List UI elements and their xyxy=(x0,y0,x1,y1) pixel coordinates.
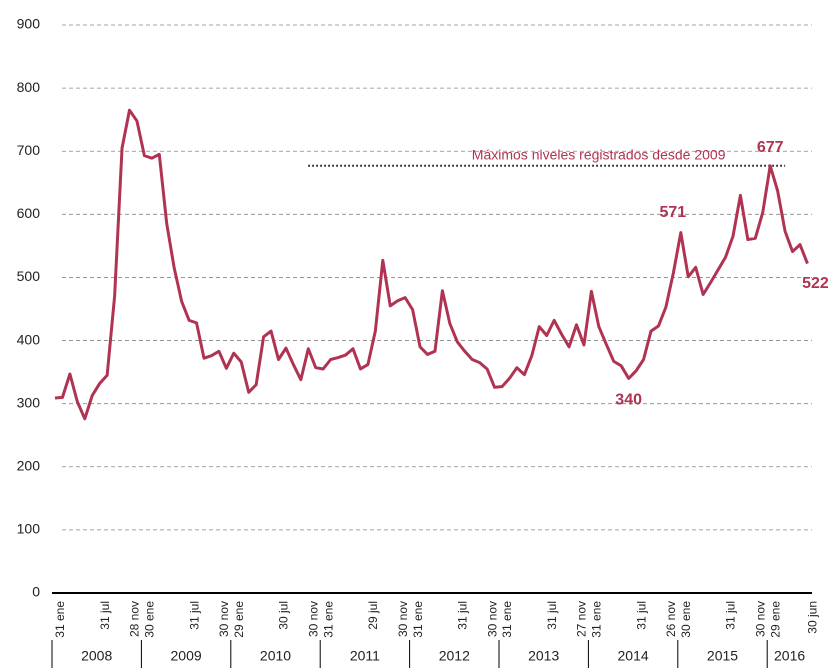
year-label: 2009 xyxy=(171,648,202,664)
x-tick-label: 31 ene xyxy=(411,601,425,638)
x-tick-label: 30 ene xyxy=(679,601,693,638)
x-tick-label: 31 ene xyxy=(500,601,514,638)
x-tick-label: 30 nov xyxy=(306,601,320,637)
value-label: 522 xyxy=(802,275,828,292)
x-tick-label: 31 jul xyxy=(724,601,738,630)
year-label: 2015 xyxy=(707,648,738,664)
y-tick-label: 600 xyxy=(17,205,41,221)
y-tick-label: 700 xyxy=(17,142,41,158)
x-tick-label: 29 jul xyxy=(366,601,380,630)
y-tick-label: 500 xyxy=(17,268,41,284)
year-label: 2008 xyxy=(81,648,112,664)
data-line xyxy=(54,108,809,421)
year-label: 2014 xyxy=(618,648,649,664)
x-tick-label: 27 nov xyxy=(575,601,589,637)
y-tick-label: 200 xyxy=(17,457,41,473)
y-tick-label: 400 xyxy=(17,331,41,347)
x-tick-label: 31 jul xyxy=(545,601,559,630)
year-label: 2012 xyxy=(439,648,470,664)
x-tick-label: 30 ene xyxy=(143,601,157,638)
x-tick-label: 31 jul xyxy=(455,601,469,630)
y-tick-label: 800 xyxy=(17,79,41,95)
year-label: 2016 xyxy=(774,648,805,664)
x-tick-label: 26 nov xyxy=(664,601,678,637)
year-label: 2011 xyxy=(350,648,380,664)
x-tick-label: 30 jun xyxy=(806,601,820,634)
x-tick-label: 31 jul xyxy=(98,601,112,630)
x-tick-label: 31 ene xyxy=(321,601,335,638)
value-label: 571 xyxy=(659,204,686,221)
reference-label: Máximos niveles registrados desde 2009 xyxy=(472,146,726,162)
year-label: 2013 xyxy=(528,648,559,664)
y-tick-label: 900 xyxy=(17,16,41,32)
x-tick-label: 31 jul xyxy=(187,601,201,630)
x-tick-label: 31 jul xyxy=(634,601,648,630)
x-tick-label: 31 ene xyxy=(53,601,67,638)
x-tick-label: 29 ene xyxy=(768,601,782,638)
x-tick-label: 30 nov xyxy=(485,601,499,637)
value-label: 677 xyxy=(757,139,784,156)
x-tick-label: 29 ene xyxy=(232,601,246,638)
y-tick-label: 300 xyxy=(17,394,41,410)
year-label: 2010 xyxy=(260,648,291,664)
x-tick-label: 30 jul xyxy=(277,601,291,630)
value-label: 340 xyxy=(615,392,642,409)
y-tick-label: 100 xyxy=(17,521,41,537)
x-tick-label: 28 nov xyxy=(128,601,142,637)
x-tick-label: 30 nov xyxy=(753,601,767,637)
x-tick-label: 30 nov xyxy=(217,601,231,637)
x-tick-label: 31 ene xyxy=(590,601,604,638)
y-tick-label: 0 xyxy=(32,584,40,600)
x-tick-label: 30 nov xyxy=(396,601,410,637)
